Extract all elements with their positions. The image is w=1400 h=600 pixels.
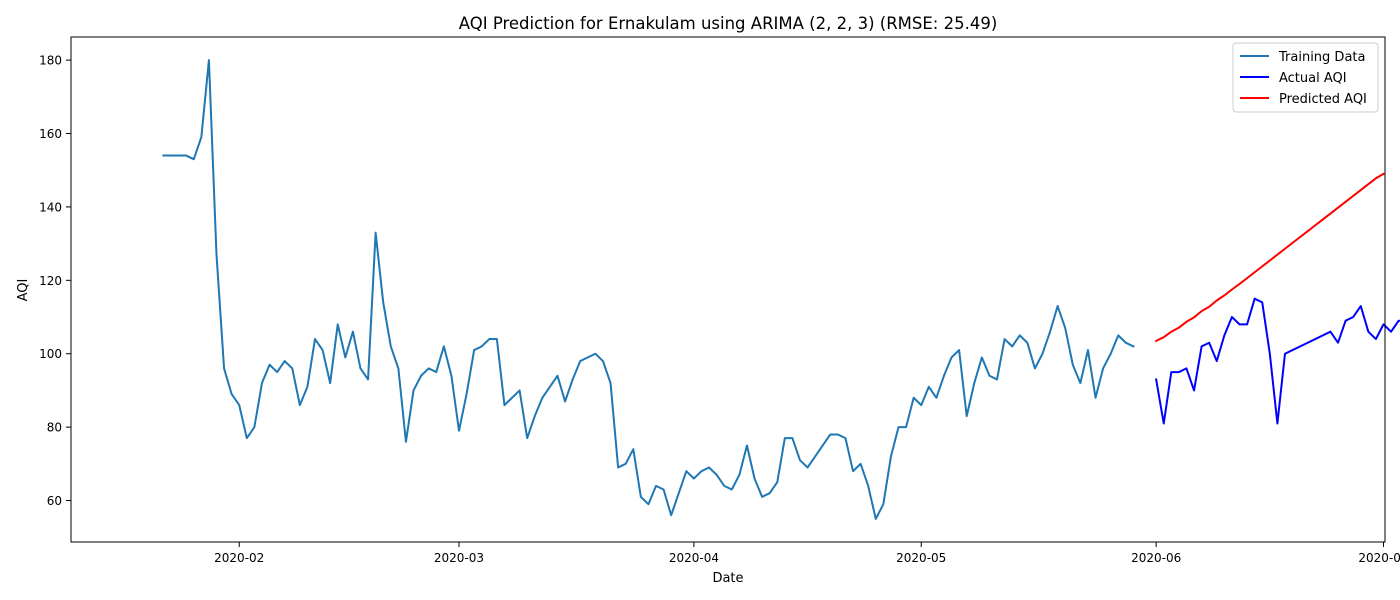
y-tick-label: 180 xyxy=(39,54,62,68)
y-tick-label: 100 xyxy=(39,347,62,361)
x-tick-label: 2020-07 xyxy=(1358,551,1400,565)
y-axis-label: AQI xyxy=(16,279,31,302)
legend: Training Data Actual AQI Predicted AQI xyxy=(1232,42,1379,113)
plot-lines xyxy=(162,59,1400,520)
legend-box xyxy=(1232,42,1379,113)
x-tick-label: 2020-04 xyxy=(669,551,719,565)
legend-actual-label: Actual AQI xyxy=(1279,71,1347,86)
y-tick-label: 80 xyxy=(47,421,62,435)
y-tick-label: 160 xyxy=(39,127,62,141)
x-tick-label: 2020-02 xyxy=(214,551,264,565)
x-axis-label: Date xyxy=(712,571,743,586)
legend-predicted-label: Predicted AQI xyxy=(1279,92,1367,107)
y-axis-ticks: 60 80 100 120 140 160 180 xyxy=(39,54,71,508)
x-axis-ticks: 2020-02 2020-03 2020-04 2020-05 2020-06 2020-… xyxy=(214,542,1400,565)
series-line-actual-aqi xyxy=(1154,297,1400,425)
series-line-predicted-aqi xyxy=(1154,172,1385,343)
y-tick-label: 140 xyxy=(39,200,62,214)
y-tick-label: 60 xyxy=(47,494,62,508)
x-tick-label: 2020-03 xyxy=(434,551,484,565)
chart-title: AQI Prediction for Ernakulam using ARIMA… xyxy=(459,14,998,33)
legend-training-label: Training Data xyxy=(1278,50,1365,65)
series-line-training-data xyxy=(162,59,1135,520)
y-tick-label: 120 xyxy=(39,274,62,288)
x-tick-label: 2020-06 xyxy=(1131,551,1181,565)
x-tick-label: 2020-05 xyxy=(896,551,946,565)
plot-frame xyxy=(70,36,1386,543)
